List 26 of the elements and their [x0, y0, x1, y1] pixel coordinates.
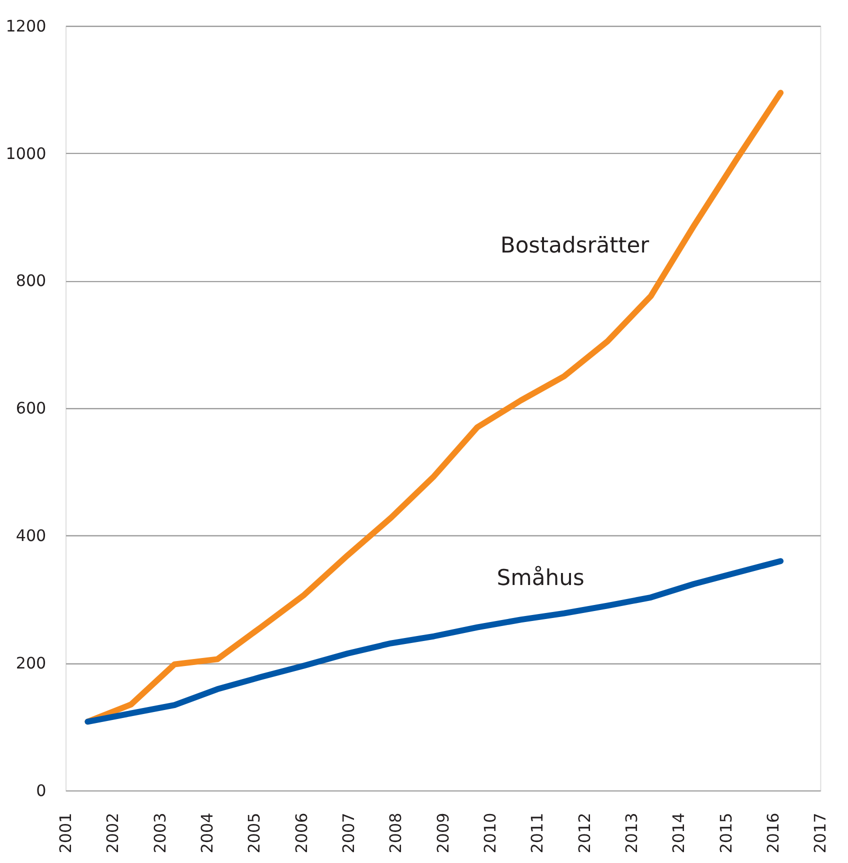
x-tick-label: 2011 [528, 812, 547, 854]
x-tick-label: 2016 [763, 812, 782, 854]
x-tick-label: 2009 [433, 812, 452, 854]
x-tick-label: 2010 [480, 812, 500, 854]
y-tick-label: 0 [36, 780, 46, 800]
y-tick-label: 200 [16, 653, 46, 672]
series-label: Bostadsrätter [500, 234, 650, 259]
series-label: Småhus [496, 564, 584, 591]
x-tick-label: 2007 [338, 812, 358, 854]
x-tick-label: 2004 [197, 812, 216, 854]
y-tick-label: 400 [16, 526, 46, 546]
x-tick-label: 2001 [56, 812, 75, 854]
x-tick-label: 2008 [386, 812, 406, 854]
x-tick-label: 2003 [150, 812, 170, 854]
x-tick-label: 2005 [244, 812, 264, 854]
x-tick-label: 2002 [103, 812, 122, 854]
y-tick-label: 800 [16, 271, 46, 290]
x-tick-label: 2015 [716, 812, 736, 854]
x-tick-label: 2013 [622, 812, 641, 854]
y-tick-label: 600 [16, 398, 46, 418]
x-tick-label: 2012 [574, 812, 594, 854]
y-tick-label: 1200 [6, 16, 46, 36]
x-tick-label: 2006 [292, 812, 311, 854]
x-tick-label: 2014 [669, 812, 688, 854]
x-tick-label: 2017 [810, 812, 830, 854]
y-tick-label: 1000 [6, 144, 46, 163]
